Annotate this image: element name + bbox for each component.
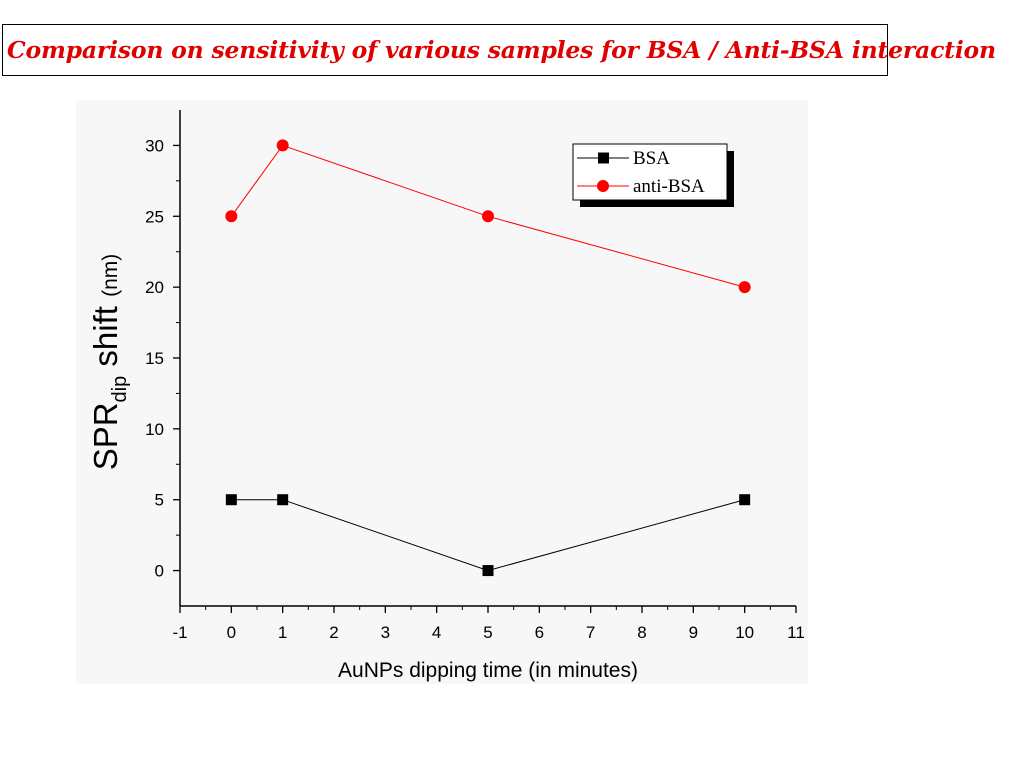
x-tick-label: 7 (586, 623, 595, 642)
series-line-anti-bsa (230, 144, 745, 288)
x-axis-label: AuNPs dipping time (in minutes) (338, 659, 638, 682)
y-tick-label: 5 (155, 491, 164, 510)
data-point-bsa (277, 494, 289, 506)
y-tick-label: 20 (145, 278, 164, 297)
series-layer (225, 139, 751, 577)
x-tick-label: 9 (689, 623, 698, 642)
y-axis-label-main: SPR (87, 402, 124, 470)
x-tick-label: 11 (787, 623, 805, 642)
legend-label: anti-BSA (633, 176, 705, 197)
data-point-bsa (225, 494, 237, 506)
x-tick-label: 3 (381, 623, 390, 642)
x-tick-label: 10 (735, 623, 754, 642)
x-tick-label: -1 (172, 623, 187, 642)
data-point-anti-bsa (482, 210, 494, 223)
y-tick-label: 0 (155, 562, 164, 581)
x-tick-label: 8 (637, 623, 646, 642)
slide-title: Comparison on sensitivity of various sam… (7, 36, 996, 64)
legend-marker-bsa (598, 152, 609, 164)
legend-marker-anti-bsa (597, 180, 609, 192)
y-tick-label: 25 (145, 207, 164, 226)
legend: BSA anti-BSA (572, 143, 734, 207)
y-axis-label-rest: shift (87, 297, 124, 376)
title-box: Comparison on sensitivity of various sam… (2, 24, 996, 76)
y-tick-label: 10 (145, 420, 164, 439)
data-point-anti-bsa (225, 210, 238, 223)
y-tick-label: 30 (145, 136, 164, 155)
x-tick-label: 5 (483, 623, 492, 642)
data-point-anti-bsa (738, 281, 751, 294)
data-point-anti-bsa (276, 139, 289, 152)
y-axis-label: SPRdip shift (nm) (87, 254, 131, 471)
data-point-bsa (739, 494, 751, 506)
legend-label: BSA (633, 148, 670, 169)
x-tick-label: 6 (535, 623, 544, 642)
y-tick-label: 15 (145, 349, 164, 368)
x-tick-label: 2 (329, 623, 338, 642)
x-tick-label: 0 (227, 623, 236, 642)
y-axis-label-unit: (nm) (99, 254, 122, 297)
axes: -1 0 1 2 3 4 5 6 7 8 9 10 11 0 5 10 15 20 25 30 (145, 110, 805, 642)
x-tick-label: 4 (432, 623, 441, 642)
x-tick-label: 1 (278, 623, 287, 642)
series-line-bsa (231, 499, 745, 572)
data-point-bsa (482, 565, 494, 577)
y-axis-label-sub: dip (109, 376, 131, 403)
